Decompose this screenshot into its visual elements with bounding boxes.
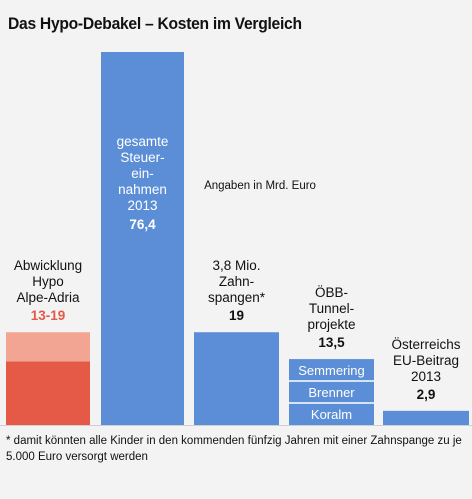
- value-label-hypo: 13-19: [31, 308, 66, 323]
- bar-label-line: Tunnel-: [309, 301, 354, 316]
- bar-label-line: spangen*: [208, 290, 266, 305]
- bar-oebb: [289, 359, 374, 425]
- value-label-oebb: 13,5: [318, 335, 345, 350]
- bar-zahnspangen: [194, 332, 279, 425]
- bar-steuer: [101, 52, 184, 425]
- bar-label-line: Steuer-: [120, 150, 164, 165]
- bar-hypo-min: [6, 361, 90, 425]
- bar-label-line: Alpe-Adria: [16, 290, 80, 305]
- bar-label-line: ein-: [131, 166, 154, 181]
- chart-title: Das Hypo-Debakel – Kosten im Vergleich: [8, 14, 302, 33]
- bar-label-line: ÖBB-: [315, 285, 348, 300]
- bar-label-line: 3,8 Mio.: [212, 258, 260, 273]
- bar-label-line: projekte: [307, 317, 355, 332]
- bar-label-line: Zahn-: [219, 274, 254, 289]
- bar-label-line: Abwicklung: [14, 258, 82, 273]
- value-label-eu: 2,9: [417, 387, 436, 402]
- bar-label-line: nahmen: [118, 182, 167, 197]
- segment-label-koralm: Koralm: [311, 407, 352, 422]
- segment-label-brenner: Brenner: [308, 385, 355, 400]
- bar-hypo-range: [6, 332, 90, 362]
- bar-label-line: Österreichs: [391, 337, 460, 352]
- value-label-steuer: 76,4: [129, 217, 156, 232]
- bar-label-line: 2013: [127, 198, 157, 213]
- unit-note: Angaben in Mrd. Euro: [204, 180, 316, 192]
- bar-label-line: EU-Beitrag: [393, 353, 459, 368]
- bar-label-line: gesamte: [117, 134, 169, 149]
- segment-label-semmering: Semmering: [298, 363, 364, 378]
- footnote: * damit könnten alle Kinder in den komme…: [6, 435, 462, 463]
- bar-eu: [383, 410, 469, 425]
- bar-label-line: 2013: [411, 369, 441, 384]
- value-label-zahnspangen: 19: [229, 308, 244, 323]
- bar-label-line: Hypo: [32, 274, 64, 289]
